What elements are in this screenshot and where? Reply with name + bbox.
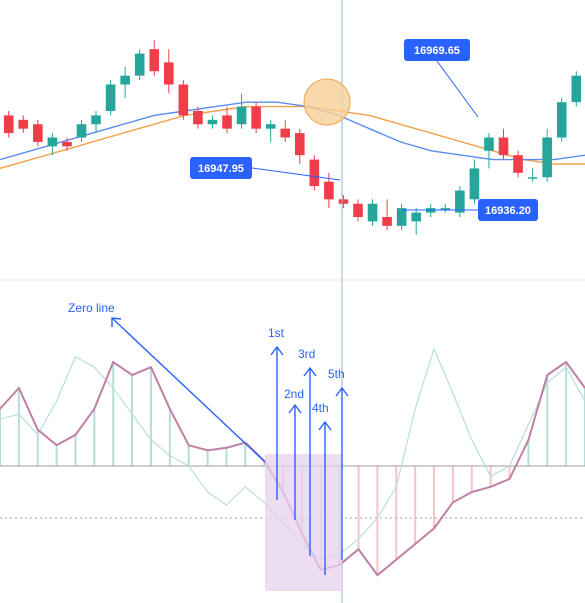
candle-body — [338, 199, 349, 204]
price-pane — [0, 40, 585, 235]
zero-line-arrow — [111, 317, 266, 463]
wave-arrowhead — [303, 366, 317, 377]
wave-label-1st: 1st — [268, 326, 285, 340]
candle-body — [76, 124, 87, 138]
candle-body — [3, 115, 14, 134]
candle-body — [527, 177, 538, 179]
candle-body — [556, 102, 567, 138]
candle-body — [411, 212, 421, 222]
candle-body — [513, 155, 523, 173]
wave-label-5th: 5th — [328, 367, 345, 381]
price-label-text: 16969.65 — [414, 45, 460, 57]
candle-body — [469, 168, 480, 200]
price-label-leader — [251, 167, 341, 181]
price-label-16969: 16969.65 — [404, 39, 470, 61]
candle-body — [484, 137, 494, 151]
wave-label-3rd: 3rd — [298, 347, 315, 361]
candle-body — [164, 62, 174, 85]
price-label-box — [478, 199, 538, 221]
candle-body — [498, 137, 509, 156]
candle-body — [455, 190, 465, 213]
wave-label-4th: 4th — [312, 401, 329, 415]
price-label-leader — [436, 60, 479, 118]
candle-body — [105, 84, 116, 111]
candle-body — [33, 124, 43, 142]
wave-arrowhead — [335, 386, 349, 397]
candle-body — [207, 119, 218, 125]
candle-body — [120, 75, 130, 85]
candle-body — [382, 217, 392, 226]
candle-body — [294, 133, 305, 156]
candle-body — [571, 75, 582, 103]
candle-body — [440, 208, 451, 210]
crossover-circle — [303, 78, 351, 126]
candle-body — [367, 203, 378, 222]
wave-arrowhead — [318, 420, 332, 431]
wave-arrowhead — [288, 403, 302, 414]
price-label-16936: 16936.20 — [478, 199, 538, 221]
wave-arrow-3rd: 3rd — [298, 347, 317, 556]
price-label-text: 16947.95 — [198, 163, 244, 175]
candle-body — [134, 53, 145, 76]
wave-label-2nd: 2nd — [284, 387, 304, 401]
wave-arrow-2nd: 2nd — [284, 387, 304, 520]
price-label-16947: 16947.95 — [190, 157, 252, 179]
wave-arrow-5th: 5th — [328, 367, 349, 560]
candle-body — [324, 181, 334, 200]
candle-body — [222, 115, 232, 129]
price-label-text: 16936.20 — [485, 205, 531, 217]
price-label-box — [190, 157, 252, 179]
ma-fast-line — [0, 101, 585, 161]
candle-body — [193, 111, 203, 125]
candle-body — [47, 137, 58, 147]
candle-body — [251, 106, 261, 129]
price-label-box — [404, 39, 470, 61]
wave-arrow-4th: 4th — [312, 401, 332, 575]
candle-body — [280, 128, 291, 138]
candle-body — [18, 119, 29, 129]
zero-line-label: Zero line — [68, 301, 115, 315]
wave-highlight-zone — [265, 454, 342, 591]
candle-body — [353, 203, 363, 217]
candle-body — [265, 124, 276, 129]
zero-line-arrowhead — [111, 317, 122, 327]
candle-body — [91, 115, 101, 125]
candle-body — [236, 106, 247, 125]
wave-arrowhead — [270, 345, 284, 356]
candle-body — [178, 84, 189, 116]
candle-body — [542, 137, 552, 178]
candle-body — [396, 208, 407, 226]
candle-body — [62, 141, 72, 147]
candle-body — [309, 159, 320, 187]
wave-arrow-1st: 1st — [268, 326, 285, 500]
candle-body — [149, 49, 160, 72]
